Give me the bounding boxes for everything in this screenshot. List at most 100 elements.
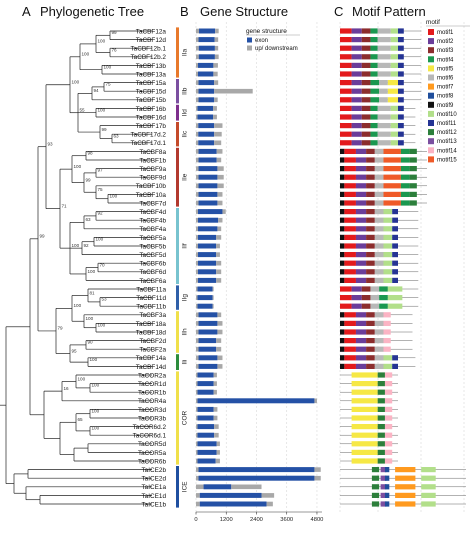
motif-block <box>377 37 391 43</box>
motif-block <box>340 243 345 249</box>
axis-tick-label: 3600 <box>280 517 293 523</box>
gene-label: TaICE2b <box>141 467 166 474</box>
downstream-segment <box>213 381 217 386</box>
motif-block <box>374 277 384 283</box>
gene-label: TaCOR5a <box>138 450 167 457</box>
phylogenetic-tree: 99 76 100 100 100 75 94 100 63 99 55 100 98 97 100 75 99… <box>0 30 152 505</box>
exon-segment <box>197 432 215 438</box>
gene-label: TaCBF18a <box>136 321 167 328</box>
motif-block <box>344 269 356 275</box>
downstream-segment <box>231 484 262 490</box>
motif-block <box>383 209 393 215</box>
motif-block <box>377 140 391 146</box>
motif-block <box>351 114 362 120</box>
bootstrap-label: 75 <box>106 82 112 87</box>
motif-block <box>340 355 345 361</box>
motif-block <box>340 88 352 94</box>
motif-block <box>340 37 352 43</box>
motif-block <box>340 252 345 258</box>
motif-block <box>398 88 404 94</box>
gene-label: TaCBF12b.2 <box>130 54 166 61</box>
motif-block <box>421 475 436 481</box>
subgroup-label: IIi <box>182 360 189 365</box>
exon-segment <box>199 28 216 34</box>
legend-swatch <box>428 101 434 108</box>
bootstrap-label: 71 <box>62 203 68 208</box>
motif-block <box>340 97 352 103</box>
motif-block <box>355 174 367 180</box>
motif-block <box>409 166 417 172</box>
upstream-segment <box>196 286 198 292</box>
subgroup-bar <box>176 104 179 121</box>
bootstrap-label: 100 <box>98 39 106 44</box>
motif-block <box>384 441 393 447</box>
motif-block <box>370 286 380 292</box>
motif-block <box>361 286 371 292</box>
motif-block <box>400 191 410 197</box>
legend-label: motif4 <box>437 57 454 63</box>
exon-segment <box>198 97 215 103</box>
motif-block <box>351 458 378 464</box>
motif-block <box>366 252 375 258</box>
motif-block <box>384 415 393 421</box>
motif-block <box>374 157 384 163</box>
upstream-segment <box>196 114 198 120</box>
motif-block <box>390 114 398 120</box>
motif-block <box>374 269 384 275</box>
exon-segment <box>198 54 215 60</box>
motif-block <box>383 166 401 172</box>
axis-tick-label: 2400 <box>250 517 263 523</box>
upstream-segment <box>196 63 199 68</box>
exon-segment <box>199 492 262 498</box>
subgroup-label: IIf <box>182 243 189 249</box>
exon-segment <box>198 191 218 197</box>
gene-label: TaCBF11b <box>136 304 166 311</box>
motif-block <box>384 449 393 455</box>
exon-segment <box>198 269 217 275</box>
exon-segment <box>197 303 213 309</box>
motif-block <box>361 71 371 77</box>
motif-block <box>366 217 375 223</box>
motif-block <box>344 252 356 258</box>
upstream-segment <box>196 398 198 404</box>
axis-tick-label: 4800 <box>311 517 324 523</box>
motif-block <box>374 329 384 335</box>
downstream-segment <box>216 260 222 266</box>
motif-block <box>387 88 398 94</box>
bootstrap-label: 100 <box>98 108 106 113</box>
motif-block <box>355 234 367 240</box>
downstream-segment <box>213 415 218 421</box>
upstream-segment <box>196 140 199 146</box>
motif-block <box>387 286 403 292</box>
motif-block <box>361 45 371 51</box>
motif-block <box>421 467 436 473</box>
panel-b-letter: B <box>180 4 189 19</box>
motif-block <box>340 234 345 240</box>
downstream-segment <box>222 209 226 214</box>
downstream-segment <box>213 63 218 68</box>
motif-block <box>370 28 378 34</box>
gene-label: TaCBF3a <box>139 312 166 319</box>
motif-block <box>340 286 352 292</box>
motif-block <box>366 346 375 352</box>
legend-swatch <box>428 74 434 81</box>
motif-block <box>392 226 398 232</box>
motif-block <box>383 148 401 154</box>
motif-block <box>355 252 367 258</box>
motif-block <box>374 234 384 240</box>
motif-block <box>370 295 380 301</box>
motif-block <box>351 449 378 455</box>
motif-block <box>421 492 436 498</box>
upstream-segment <box>196 312 199 318</box>
downstream-segment <box>214 432 219 438</box>
motif-block <box>361 54 371 60</box>
legend-swatch <box>428 147 434 154</box>
motif-block <box>374 183 384 189</box>
motif-block <box>374 217 384 223</box>
legend-label: exon <box>255 38 268 44</box>
gene-label: TaCBF12b.1 <box>130 46 166 53</box>
exon-segment <box>198 338 217 344</box>
motif-block <box>383 346 391 352</box>
downstream-segment <box>214 37 219 42</box>
exon-segment <box>198 312 218 318</box>
